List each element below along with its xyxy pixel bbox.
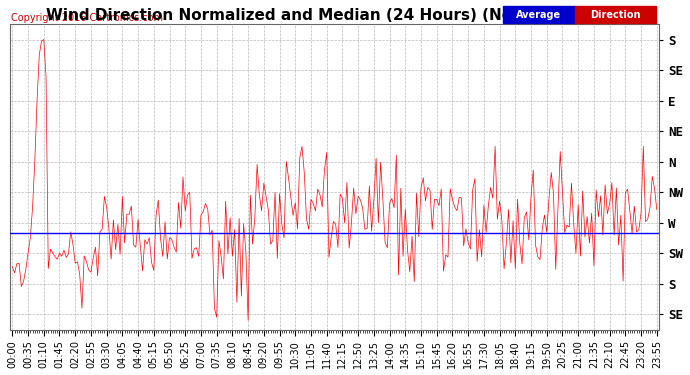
FancyBboxPatch shape [575, 6, 656, 23]
FancyBboxPatch shape [503, 6, 575, 23]
Text: Direction: Direction [590, 9, 640, 20]
Text: Average: Average [516, 9, 562, 20]
Text: Copyright 2016 Cartronics.com: Copyright 2016 Cartronics.com [12, 13, 164, 23]
Title: Wind Direction Normalized and Median (24 Hours) (New) 20160708: Wind Direction Normalized and Median (24… [46, 8, 623, 23]
